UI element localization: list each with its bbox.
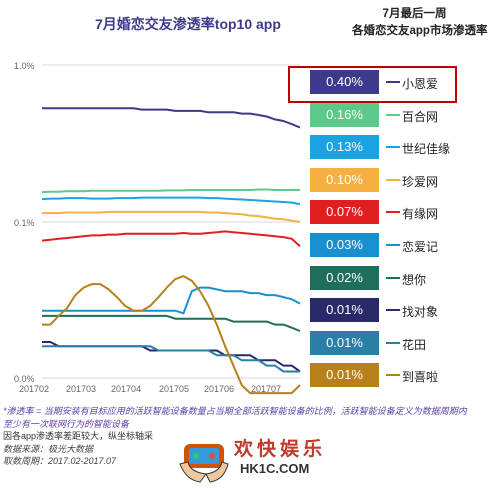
highlight-box	[288, 66, 457, 103]
legend-line-swatch	[386, 276, 400, 279]
legend-line-swatch	[386, 309, 400, 312]
note-period: 取数周期：2017.02-2017.07	[3, 456, 117, 466]
legend-series-name: 找对象	[402, 305, 439, 320]
notes: *渗透率 = 当期安装有目标应用的活跃智能设备数量占当期全部活跃智能设备的比例，…	[3, 405, 473, 468]
legend-series-name: 小恩爱	[402, 77, 439, 91]
x-tick-label: 201707	[251, 384, 281, 394]
legend-series-name: 有缘网	[402, 207, 439, 222]
watermark: 欢快娱乐 HK1C.COM	[176, 432, 486, 488]
legend-series-name: 珍爱网	[402, 174, 439, 189]
legend-line-swatch	[386, 113, 400, 116]
gamepad-hand-icon	[179, 444, 229, 483]
y-tick-label: 0.0%	[14, 374, 35, 384]
x-tick-label: 201706	[204, 384, 234, 394]
legend-item: 0.10% 珍爱网	[310, 167, 485, 194]
legend-series-name: 恋爱记	[402, 240, 439, 254]
series-line-8	[42, 345, 300, 373]
series-line-4	[41, 230, 301, 247]
x-tick-label: 201702	[19, 384, 49, 394]
legend-value-badge: 0.40%	[310, 70, 379, 94]
legend-line-swatch	[386, 341, 400, 344]
note-axis: 因各app渗透率差距较大，纵坐标轴采	[3, 431, 154, 441]
legend-series-name: 百合网	[402, 109, 439, 124]
legend-value-badge: 0.13%	[310, 135, 379, 160]
legend-series-name: 到喜啦	[402, 370, 439, 385]
legend-header-line-1: 7月最后一周	[382, 8, 447, 20]
x-tick-label: 201703	[66, 384, 96, 394]
x-tick-label: 201704	[111, 384, 141, 394]
legend-value-badge: 0.01%	[310, 363, 379, 388]
series-line-2	[41, 196, 301, 206]
legend-item: 0.16% 百合网	[310, 102, 485, 129]
legend-series-name: 想你	[402, 272, 427, 287]
chart-title: 7月婚恋交友渗透率top10 app	[95, 16, 281, 32]
y-tick-label: 1.0%	[14, 61, 35, 71]
legend-item: 0.01% 找对象	[310, 298, 485, 324]
note-definition: *渗透率 = 当期安装有目标应用的活跃智能设备数量占当期全部活跃智能设备的比例，…	[3, 406, 467, 429]
legend-line-swatch	[386, 146, 400, 149]
legend-header: 7月最后一周 各婚恋交友app市场渗透率	[352, 6, 488, 40]
watermark-text: 欢快娱乐	[234, 439, 327, 460]
legend-line-swatch	[386, 244, 400, 246]
legend-value-badge: 0.03%	[310, 233, 379, 257]
legend-item: 0.40% 小恩爱	[310, 70, 485, 96]
legend-header-line-2: 各婚恋交友app市场渗透率	[352, 25, 488, 37]
legend-item: 0.13% 世纪佳缘	[310, 135, 485, 161]
series-line-1	[41, 188, 300, 194]
series-line-3	[42, 210, 301, 223]
series-line-6	[42, 314, 301, 332]
legend-line-swatch	[386, 178, 400, 181]
legend-value-badge: 0.16%	[310, 102, 379, 127]
legend-item: 0.01% 花田	[310, 330, 485, 357]
legend-value-badge: 0.01%	[310, 298, 379, 323]
y-tick-label: 0.1%	[14, 218, 35, 228]
series-line-0	[42, 107, 301, 129]
legend-series-name: 世纪佳缘	[402, 142, 451, 157]
legend-value-badge: 0.07%	[310, 200, 379, 225]
note-source: 数据来源：极光大数据	[3, 443, 94, 454]
legend-value-badge: 0.02%	[310, 265, 379, 290]
legend-series-name: 花田	[402, 337, 427, 352]
x-tick-label: 201705	[159, 384, 189, 394]
legend-value-badge: 0.10%	[310, 167, 379, 192]
legend-line-swatch	[386, 374, 400, 377]
watermark-site: HK1C.COM	[240, 461, 310, 476]
legend-line-swatch	[386, 211, 400, 214]
legend-item: 0.07% 有缘网	[310, 200, 485, 226]
series-line-5	[42, 286, 301, 315]
legend-value-badge: 0.01%	[310, 330, 379, 355]
legend-item: 0.02% 想你	[310, 265, 485, 292]
series-line-9	[42, 275, 301, 395]
legend-item: 0.01% 到喜啦	[310, 363, 485, 389]
legend-item: 0.03% 恋爱记	[310, 233, 485, 259]
legend-line-swatch	[386, 81, 400, 83]
